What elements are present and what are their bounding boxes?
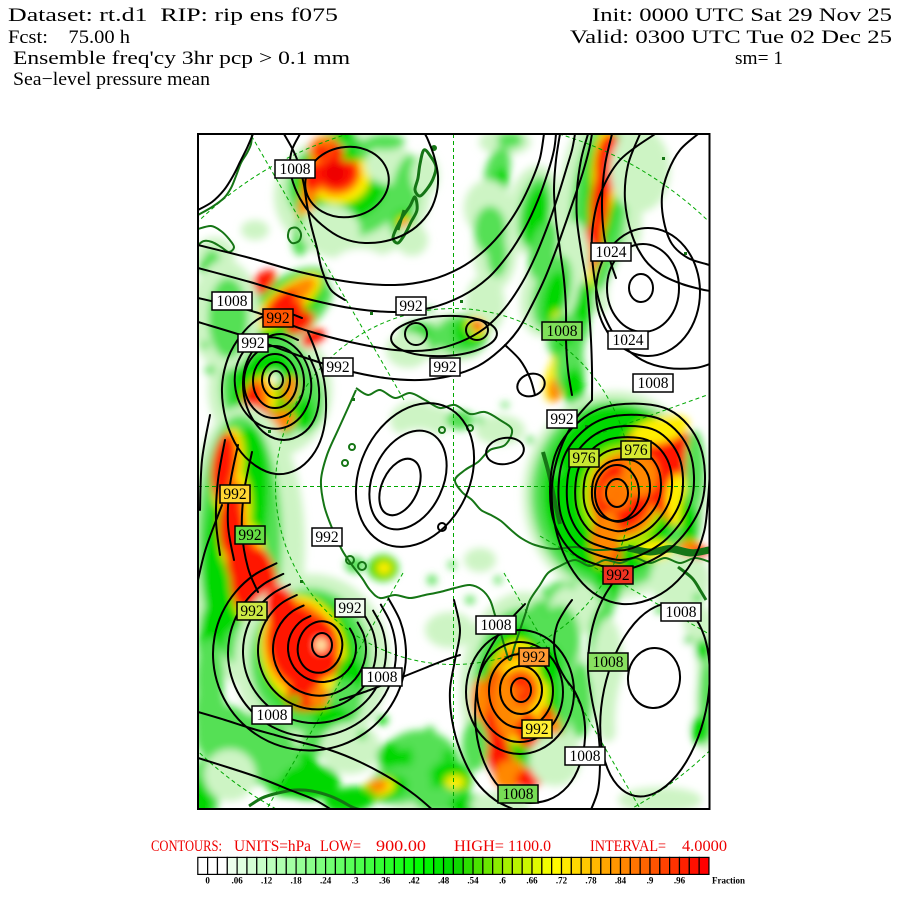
svg-text:1008: 1008 — [257, 707, 288, 724]
svg-text:992: 992 — [315, 529, 338, 546]
svg-text:992: 992 — [606, 567, 629, 584]
svg-text:1008: 1008 — [666, 604, 697, 621]
svg-text:1008: 1008 — [593, 654, 624, 671]
svg-text:.72: .72 — [556, 875, 568, 885]
svg-text:Fraction: Fraction — [712, 875, 745, 885]
svg-text:992: 992 — [223, 486, 246, 503]
svg-text:976: 976 — [624, 442, 648, 459]
svg-text:.96: .96 — [674, 875, 686, 885]
svg-text:.3: .3 — [352, 875, 359, 885]
svg-text:900.00: 900.00 — [376, 838, 426, 855]
svg-text:1008: 1008 — [547, 323, 578, 340]
svg-text:.6: .6 — [499, 875, 506, 885]
svg-text:1008: 1008 — [217, 293, 248, 310]
svg-text:UNITS=hPa: UNITS=hPa — [234, 838, 311, 855]
svg-text:1008: 1008 — [481, 617, 512, 634]
svg-text:HIGH=: HIGH= — [454, 838, 504, 855]
svg-text:1008: 1008 — [503, 786, 534, 803]
svg-text:LOW=: LOW= — [320, 838, 361, 855]
svg-text:.12: .12 — [261, 875, 273, 885]
svg-text:992: 992 — [433, 359, 456, 376]
svg-text:CONTOURS:: CONTOURS: — [151, 838, 222, 855]
svg-text:992: 992 — [525, 721, 548, 738]
svg-text:sm= 1: sm= 1 — [735, 48, 783, 69]
svg-text:976: 976 — [572, 450, 596, 467]
svg-text:1008: 1008 — [638, 375, 669, 392]
svg-text:1008: 1008 — [570, 748, 601, 765]
svg-text:992: 992 — [326, 359, 349, 376]
svg-text:INTERVAL=: INTERVAL= — [590, 838, 666, 855]
svg-text:.48: .48 — [438, 875, 450, 885]
svg-text:992: 992 — [399, 298, 422, 315]
svg-text:992: 992 — [240, 603, 263, 620]
svg-text:Init: 0000 UTC Sat 29 Nov 25: Init: 0000 UTC Sat 29 Nov 25 — [592, 5, 892, 26]
svg-text:.06: .06 — [231, 875, 243, 885]
svg-text:Fcst: 75.00 h: Fcst: 75.00 h — [8, 27, 131, 48]
svg-text:992: 992 — [238, 527, 261, 544]
svg-text:1008: 1008 — [280, 161, 311, 178]
svg-text:Dataset: rt.d1 RIP: rip ens f: Dataset: rt.d1 RIP: rip ens f075 — [8, 5, 338, 26]
svg-text:.84: .84 — [615, 875, 627, 885]
svg-text:992: 992 — [266, 310, 289, 327]
svg-text:Sea−level pressure mean: Sea−level pressure mean — [13, 69, 211, 90]
svg-text:.54: .54 — [467, 875, 479, 885]
svg-text:992: 992 — [522, 649, 545, 666]
svg-text:.66: .66 — [526, 875, 538, 885]
svg-text:1024: 1024 — [596, 244, 627, 261]
svg-text:.9: .9 — [647, 875, 654, 885]
svg-text:.42: .42 — [408, 875, 420, 885]
svg-text:4.0000: 4.0000 — [682, 838, 727, 855]
svg-text:Valid: 0300 UTC Tue 02 Dec 25: Valid: 0300 UTC Tue 02 Dec 25 — [570, 27, 892, 48]
svg-text:.78: .78 — [585, 875, 597, 885]
svg-text:1008: 1008 — [367, 669, 398, 686]
svg-text:Ensemble freq'cy 3hr pcp > 0.1: Ensemble freq'cy 3hr pcp > 0.1 mm — [13, 48, 350, 69]
svg-text:992: 992 — [241, 335, 264, 352]
svg-text:992: 992 — [338, 600, 361, 617]
svg-text:1024: 1024 — [613, 332, 644, 349]
svg-text:.36: .36 — [379, 875, 391, 885]
svg-text:992: 992 — [550, 411, 573, 428]
svg-text:.18: .18 — [290, 875, 302, 885]
svg-text:1100.0: 1100.0 — [508, 838, 551, 855]
svg-text:.24: .24 — [320, 875, 332, 885]
svg-text:0: 0 — [205, 875, 210, 885]
